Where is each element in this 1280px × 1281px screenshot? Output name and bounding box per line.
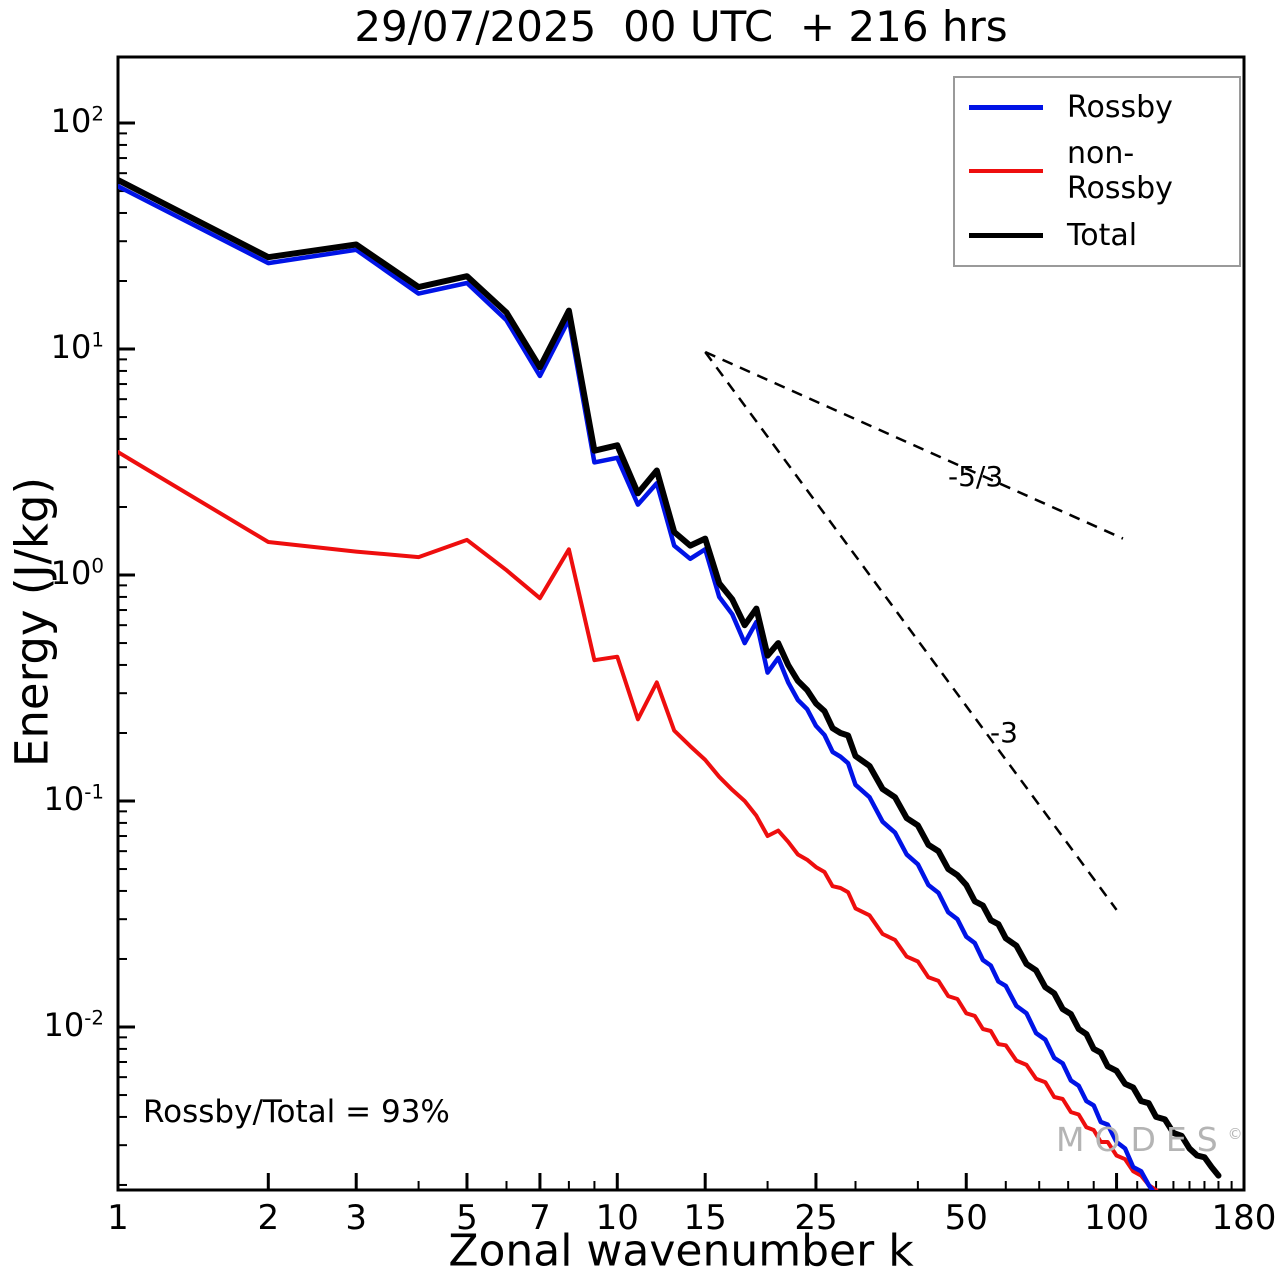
rossby-total-ratio-text: Rossby/Total = 93% bbox=[143, 1094, 450, 1130]
y-tick-label: 100 bbox=[50, 554, 104, 593]
y-tick-label: 10-2 bbox=[43, 1006, 105, 1044]
x-tick-label: 25 bbox=[794, 1198, 838, 1238]
x-tick-label: 2 bbox=[257, 1198, 280, 1238]
slope-label-minus-five-thirds: -5/3 bbox=[948, 460, 1004, 493]
legend-item-rossby: Rossby bbox=[955, 90, 1239, 125]
legend-item-total: Total bbox=[955, 218, 1239, 253]
series-line-non-rossby bbox=[118, 450, 1159, 1190]
legend-item-non-rossby: non-Rossby bbox=[955, 136, 1239, 206]
x-tick-label: 15 bbox=[683, 1198, 727, 1238]
x-tick-label: 10 bbox=[595, 1198, 639, 1238]
x-tick-label: 3 bbox=[345, 1198, 368, 1238]
series-line-total bbox=[118, 177, 1222, 1179]
y-tick-label: 102 bbox=[50, 102, 104, 141]
series-line-rossby bbox=[118, 184, 1156, 1190]
legend-label-non-rossby: non-Rossby bbox=[1067, 136, 1173, 207]
y-axis-label: Energy (J/kg) bbox=[5, 476, 59, 768]
plot-frame bbox=[116, 55, 1246, 1192]
x-tick-label: 7 bbox=[529, 1198, 551, 1238]
plot-title: 29/07/2025 00 UTC + 216 hrs bbox=[354, 2, 1008, 51]
x-tick-label: 5 bbox=[456, 1198, 478, 1238]
x-tick-label: 100 bbox=[1084, 1198, 1149, 1238]
x-tick-label: 1 bbox=[107, 1198, 129, 1238]
slope-guide-line-1 bbox=[704, 351, 1118, 911]
legend-label-rossby: Rossby bbox=[1067, 89, 1173, 125]
y-tick-label: 101 bbox=[50, 328, 104, 367]
modes-watermark: MODES© bbox=[1056, 1120, 1243, 1159]
slope-guide-line-0 bbox=[704, 350, 1124, 540]
x-tick-label: 50 bbox=[944, 1198, 988, 1238]
x-tick-label: 180 bbox=[1211, 1198, 1277, 1238]
y-tick-label: 10-1 bbox=[43, 780, 105, 819]
modes-watermark-text: MODES bbox=[1056, 1120, 1228, 1159]
legend: Rossby non-Rossby Total bbox=[953, 76, 1241, 267]
x-axis-label: Zonal wavenumber k bbox=[448, 1225, 914, 1277]
legend-label-total: Total bbox=[1067, 218, 1138, 254]
slope-label-minus-three: -3 bbox=[990, 716, 1018, 749]
modes-copyright-icon: © bbox=[1227, 1125, 1243, 1143]
rossby-line-swatch bbox=[969, 105, 1043, 110]
non-rossby-line-swatch bbox=[969, 169, 1043, 174]
total-line-swatch bbox=[969, 233, 1043, 239]
